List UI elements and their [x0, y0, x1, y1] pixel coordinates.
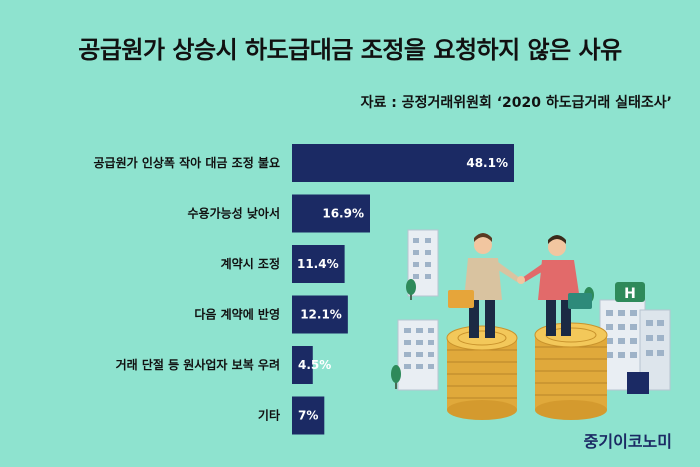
right-businessman-icon — [522, 235, 592, 336]
value-label-4: 4.5% — [298, 358, 331, 372]
value-label-5: 7% — [298, 409, 318, 423]
source-note: 자료 : 공정거래위원회 ‘2020 하도급거래 실태조사’ — [360, 95, 672, 111]
value-label-1: 16.9% — [322, 207, 364, 221]
handshake-icon — [517, 276, 525, 284]
svg-text:H: H — [624, 286, 636, 302]
value-label-2: 11.4% — [297, 257, 339, 271]
hospital-building-icon: H — [599, 282, 671, 394]
left-businessman-icon — [448, 233, 520, 338]
value-label-3: 12.1% — [300, 308, 342, 322]
left-coin-stack-icon — [446, 325, 518, 420]
bar-3 — [292, 295, 348, 334]
value-label-0: 48.1% — [466, 156, 508, 170]
category-label-5: 기타 — [258, 408, 280, 423]
category-label-1: 수용가능성 낮아서 — [188, 206, 281, 221]
category-label-2: 계약시 조정 — [221, 256, 280, 271]
brand-logo: 중기이코노미 — [583, 432, 672, 451]
bar-1 — [292, 194, 370, 233]
category-label-3: 다음 계약에 반영 — [194, 307, 280, 322]
lower-left-building-icon — [397, 319, 439, 391]
bar-5 — [292, 396, 325, 435]
category-label-4: 거래 단절 등 원사업자 보복 우려 — [116, 357, 280, 372]
bar-4 — [292, 346, 313, 384]
bar-2 — [292, 245, 345, 283]
category-label-0: 공급원가 인상폭 작아 대금 조정 불요 — [94, 155, 281, 170]
bar-0 — [292, 144, 514, 182]
chart-title: 공급원가 상승시 하도급대금 조정을 요청하지 않은 사유 — [78, 36, 622, 64]
